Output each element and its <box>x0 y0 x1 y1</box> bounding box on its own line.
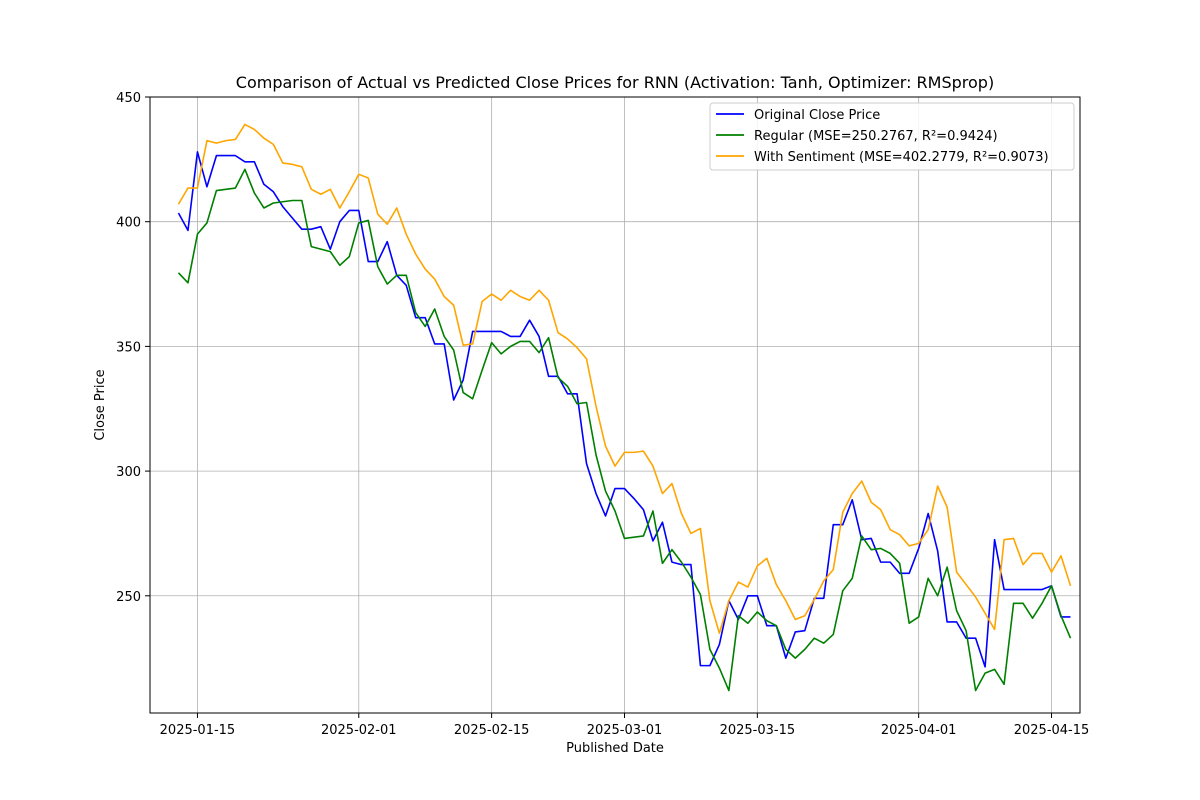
y-tick-label: 350 <box>116 340 141 355</box>
series-layer <box>177 123 1072 692</box>
x-tick-label: 2025-04-01 <box>881 723 957 738</box>
series-line-2 <box>177 168 1072 692</box>
tick-layer: 2025-01-15 2025-02-01 2025-02-15 2025-03-01… <box>116 91 1089 738</box>
legend-label: With Sentiment (MSE=402.2779, R²=0.9073) <box>754 150 1049 165</box>
y-tick-label: 450 <box>116 91 141 106</box>
series-line-1 <box>177 151 1071 668</box>
x-tick-label: 2025-03-15 <box>720 723 796 738</box>
legend-box <box>709 102 1075 171</box>
legend-label: Original Close Price <box>754 108 880 123</box>
x-tick-label: 2025-02-15 <box>454 723 530 738</box>
y-tick-label: 300 <box>116 465 141 480</box>
series-line-3 <box>177 123 1072 634</box>
legend: Original Close Price Regular (MSE=250.276… <box>709 102 1075 171</box>
x-tick-label: 2025-03-01 <box>587 723 663 738</box>
x-tick-label: 2025-02-01 <box>321 723 397 738</box>
y-tick-label: 400 <box>116 216 141 231</box>
x-tick-label: 2025-01-15 <box>160 723 236 738</box>
legend-label: Regular (MSE=250.2767, R²=0.9424) <box>754 129 998 144</box>
plot-frame <box>149 96 1081 714</box>
chart-title: Comparison of Actual vs Predicted Close … <box>236 73 994 92</box>
y-axis-label: Close Price <box>93 369 108 440</box>
grid-layer <box>150 96 1080 713</box>
x-tick-label: 2025-04-15 <box>1014 723 1090 738</box>
y-tick-label: 250 <box>116 590 141 605</box>
x-axis-label: Published Date <box>566 741 664 756</box>
